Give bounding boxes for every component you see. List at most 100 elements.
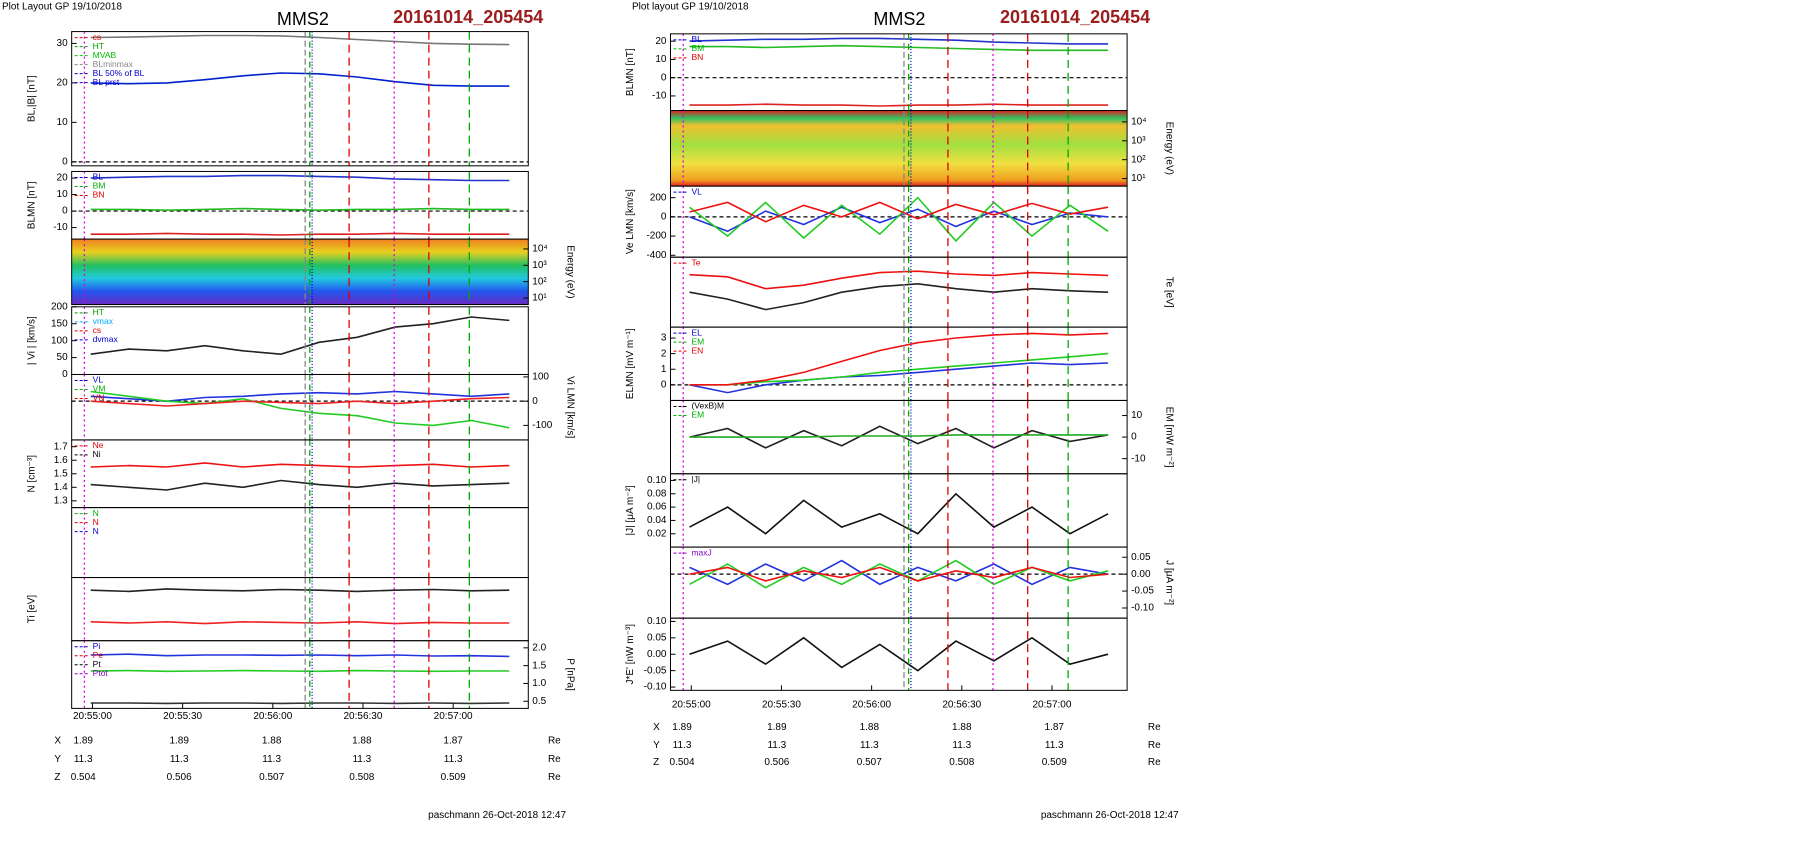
x-tick-label: 20:55:00	[672, 700, 711, 711]
y-tick-label: 0	[1131, 432, 1137, 443]
panel-frame	[71, 507, 529, 579]
position-cell: 1.88	[352, 736, 372, 747]
x-tick-label: 20:56:00	[852, 700, 891, 711]
panel-frame	[669, 617, 1128, 691]
position-cell: 1.89	[169, 736, 189, 747]
position-cell: Re	[1148, 722, 1161, 733]
y-tick-label: 10¹	[1131, 173, 1146, 184]
y-tick-label: 100	[532, 372, 549, 383]
legend-label: N	[93, 526, 99, 536]
x-tick-label: 20:56:30	[942, 700, 981, 711]
y-tick-label: 10	[655, 54, 667, 65]
trace	[90, 588, 510, 593]
y-tick-label: -0.10	[1131, 603, 1154, 614]
y-tick-label: 0.04	[647, 515, 667, 526]
y-tick-label: -0.05	[1131, 586, 1154, 597]
axis-label: P [nPa]	[565, 658, 576, 691]
position-cell: 11.3	[170, 754, 189, 765]
y-tick-label: 100	[51, 335, 68, 346]
trace	[90, 72, 510, 87]
y-tick-label: 30	[57, 38, 69, 49]
legend-label: EL	[691, 327, 702, 337]
y-tick-label: 10	[1131, 410, 1143, 421]
legend-label: BL	[93, 172, 104, 182]
trace	[90, 479, 510, 491]
header: Plot layout GP 19/10/2018	[632, 2, 749, 13]
x-tick-label: 20:55:00	[73, 711, 112, 722]
y-tick-label: 10²	[1131, 154, 1146, 165]
legend-label: Ni	[93, 449, 101, 459]
x-tick-label: 20:56:00	[253, 711, 292, 722]
position-cell: 11.3	[1045, 740, 1064, 751]
y-tick-label: 0.05	[1131, 552, 1151, 563]
axis-label: ELMN [mV m⁻¹]	[625, 328, 636, 399]
trace	[90, 653, 510, 658]
legend-label: Ptot	[93, 668, 109, 678]
y-tick-label: 200	[650, 192, 667, 203]
y-tick-label: -10	[53, 222, 68, 233]
position-cell: X	[54, 736, 61, 747]
trace	[689, 196, 1109, 243]
axis-label: Energy (eV)	[565, 245, 576, 298]
plot-title: MMS2	[873, 9, 925, 29]
x-tick-label: 20:57:00	[434, 711, 473, 722]
axis-label: Ve LMN [km/s]	[625, 189, 636, 254]
position-cell: 0.508	[949, 757, 974, 768]
axis-label: BLMN [nT]	[625, 48, 636, 96]
axis-label: | Vi | [km/s]	[26, 316, 37, 365]
y-tick-label: 0	[62, 206, 68, 217]
position-cell: 11.3	[74, 754, 93, 765]
y-tick-label: 200	[51, 301, 68, 312]
panel-frame	[669, 256, 1128, 328]
legend-label: VM	[93, 384, 106, 394]
trace	[689, 566, 1109, 582]
y-tick-label: 10⁴	[532, 244, 547, 255]
y-tick-label: 0.00	[1131, 569, 1151, 580]
position-cell: 0.506	[764, 757, 789, 768]
y-tick-label: 0.00	[647, 649, 667, 660]
y-tick-label: -200	[646, 231, 666, 242]
position-cell: 0.507	[857, 757, 882, 768]
legend-label: BM	[691, 43, 704, 53]
y-tick-label: 20	[655, 36, 667, 47]
legend-label: BM	[93, 181, 106, 191]
axis-label: N [cm⁻³]	[26, 455, 37, 493]
legend-label: Pi	[93, 641, 101, 651]
trace	[689, 559, 1109, 586]
y-tick-label: 10³	[532, 260, 547, 271]
panel-frame	[71, 306, 529, 375]
trace	[689, 44, 1109, 52]
position-cell: 1.88	[952, 722, 972, 733]
x-tick-label: 20:56:30	[344, 711, 383, 722]
legend-label: BN	[93, 190, 105, 200]
y-tick-label: 1	[661, 364, 667, 375]
y-tick-label: 0.10	[647, 475, 667, 486]
position-cell: Re	[1148, 757, 1161, 768]
axis-label: Energy (eV)	[1163, 122, 1174, 175]
legend-label: BL	[691, 34, 702, 44]
position-cell: 0.509	[1042, 757, 1067, 768]
y-tick-label: 50	[57, 352, 69, 363]
position-cell: Re	[1148, 740, 1161, 751]
position-cell: X	[653, 722, 660, 733]
trace	[689, 37, 1109, 45]
panel-frame	[669, 473, 1128, 548]
position-cell: 1.88	[860, 722, 880, 733]
legend-label: BL prst	[93, 77, 120, 87]
y-tick-label: 10³	[1131, 135, 1146, 146]
axis-label: Ti [eV]	[26, 595, 37, 624]
position-cell: 0.507	[259, 772, 284, 783]
spectrogram	[670, 110, 1128, 187]
y-tick-label: 0	[661, 379, 667, 390]
panel-frame	[71, 640, 529, 709]
axis-label: Vi LMN [km/s]	[565, 376, 576, 438]
legend-label: EM	[691, 336, 704, 346]
footer: paschmann 26-Oct-2018 12:47	[428, 810, 566, 821]
plot-title: MMS2	[277, 9, 329, 29]
y-tick-label: 1.3	[54, 495, 68, 506]
position-cell: 0.508	[349, 772, 374, 783]
y-tick-label: 2	[661, 348, 667, 359]
y-tick-label: 0.05	[647, 632, 667, 643]
y-tick-label: -10	[1131, 453, 1146, 464]
y-tick-label: 20	[57, 78, 69, 89]
